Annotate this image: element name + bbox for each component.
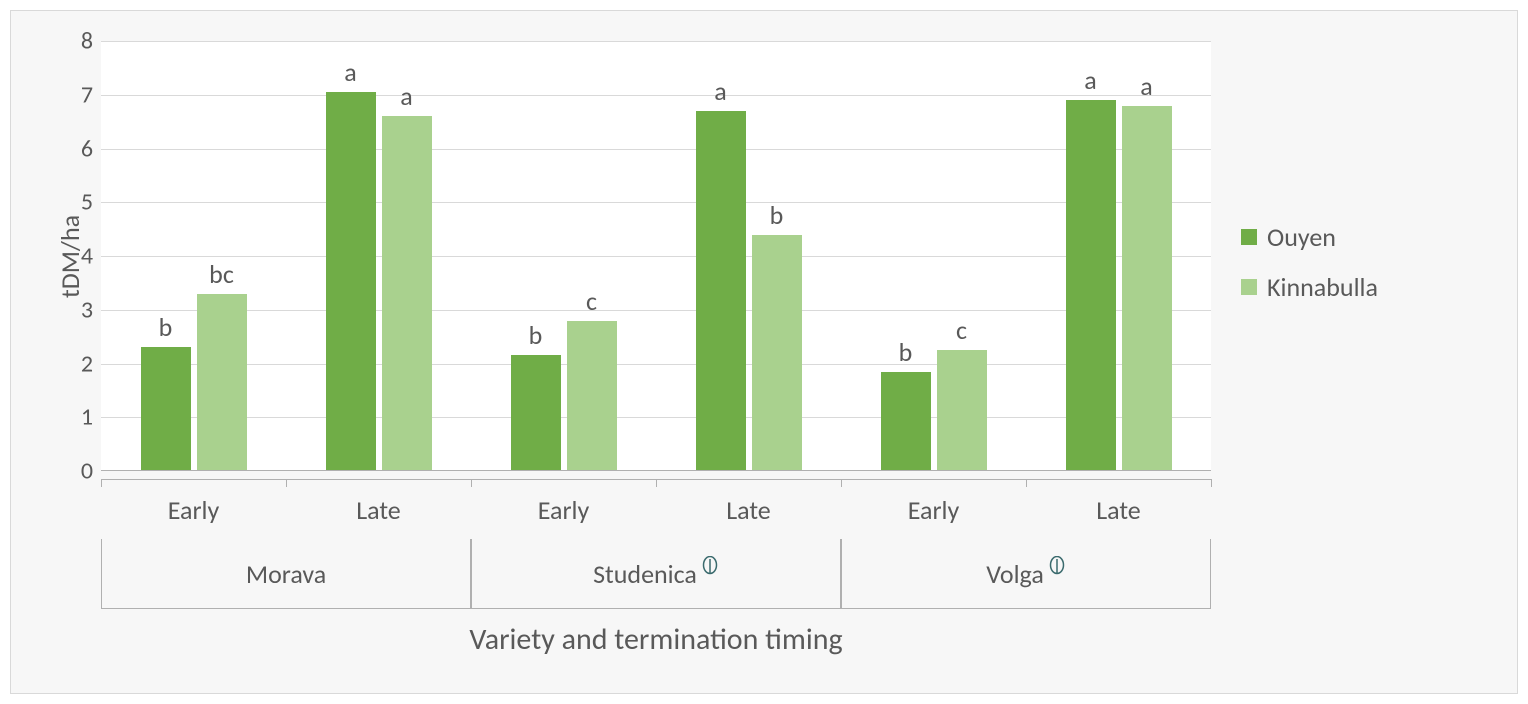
- variety-label: Morava: [101, 539, 471, 609]
- gridline: [101, 364, 1211, 365]
- bar-ouyen: b: [881, 372, 931, 471]
- timing-label: Early: [841, 479, 1026, 539]
- legend-swatch: [1241, 279, 1257, 295]
- variety-name: Studenica: [593, 558, 697, 590]
- bar-significance-letter: bc: [209, 258, 234, 294]
- bar-significance-letter: a: [344, 56, 356, 92]
- x-axis-line: [101, 470, 1211, 471]
- legend-label: Kinnabulla: [1267, 271, 1378, 303]
- axis-tick: [101, 479, 102, 487]
- bar-significance-letter: b: [899, 336, 913, 372]
- timing-axis-row: EarlyLateEarlyLateEarlyLate: [101, 479, 1211, 539]
- variety-label: Studenica: [471, 539, 841, 609]
- timing-label: Early: [471, 479, 656, 539]
- axis-tick: [1211, 479, 1212, 487]
- pbi-icon: [1048, 556, 1066, 584]
- variety-name: Volga: [986, 558, 1044, 590]
- legend-item: Ouyen: [1241, 221, 1378, 253]
- bar-kinnabulla: c: [567, 321, 617, 472]
- bar-ouyen: a: [1066, 100, 1116, 471]
- y-tick-label: 3: [81, 295, 101, 324]
- bar-significance-letter: b: [529, 319, 543, 355]
- variety-label: Volga: [841, 539, 1211, 609]
- x-axis-label: Variety and termination timing: [101, 621, 1211, 658]
- bar-significance-letter: a: [1140, 70, 1152, 106]
- timing-label: Late: [286, 479, 471, 539]
- y-tick-label: 4: [81, 242, 101, 271]
- bar-ouyen: b: [511, 355, 561, 471]
- axis-tick: [286, 479, 287, 487]
- bar-significance-letter: b: [770, 199, 784, 235]
- bar-significance-letter: a: [1084, 64, 1096, 100]
- timing-label: Early: [101, 479, 286, 539]
- axis-tick: [841, 479, 842, 487]
- gridline: [101, 95, 1211, 96]
- gridline: [101, 256, 1211, 257]
- bar-kinnabulla: b: [752, 235, 802, 472]
- y-tick-label: 5: [81, 188, 101, 217]
- y-tick-label: 0: [81, 457, 101, 486]
- bar-kinnabulla: a: [1122, 106, 1172, 472]
- variety-name: Morava: [246, 558, 326, 590]
- plot-area: 012345678 bbcaabcabbcaa: [101, 41, 1211, 471]
- legend-swatch: [1241, 229, 1257, 245]
- bar-significance-letter: b: [159, 311, 173, 347]
- variety-axis-row: Morava Studenica Volga: [101, 539, 1211, 609]
- timing-label: Late: [1026, 479, 1211, 539]
- axis-tick: [471, 479, 472, 487]
- bar-significance-letter: a: [714, 75, 726, 111]
- y-tick-label: 8: [81, 27, 101, 56]
- bar-significance-letter: c: [586, 285, 597, 321]
- y-tick-label: 6: [81, 134, 101, 163]
- timing-label: Late: [656, 479, 841, 539]
- y-tick-label: 1: [81, 403, 101, 432]
- bar-kinnabulla: bc: [197, 294, 247, 471]
- y-tick-label: 2: [81, 349, 101, 378]
- pbi-icon: [701, 556, 719, 584]
- gridline: [101, 149, 1211, 150]
- chart-container: tDM/ha 012345678 bbcaabcabbcaa EarlyLate…: [10, 10, 1518, 694]
- legend-label: Ouyen: [1267, 221, 1336, 253]
- gridline: [101, 310, 1211, 311]
- legend-item: Kinnabulla: [1241, 271, 1378, 303]
- bar-significance-letter: c: [956, 314, 967, 350]
- bar-ouyen: a: [326, 92, 376, 471]
- bar-kinnabulla: a: [382, 116, 432, 471]
- bar-ouyen: a: [696, 111, 746, 471]
- bar-ouyen: b: [141, 347, 191, 471]
- gridline: [101, 417, 1211, 418]
- bar-significance-letter: a: [400, 80, 412, 116]
- y-tick-label: 7: [81, 80, 101, 109]
- axis-tick: [656, 479, 657, 487]
- bar-kinnabulla: c: [937, 350, 987, 471]
- gridline: [101, 41, 1211, 42]
- gridline: [101, 202, 1211, 203]
- legend: Ouyen Kinnabulla: [1241, 221, 1378, 321]
- axis-tick: [1026, 479, 1027, 487]
